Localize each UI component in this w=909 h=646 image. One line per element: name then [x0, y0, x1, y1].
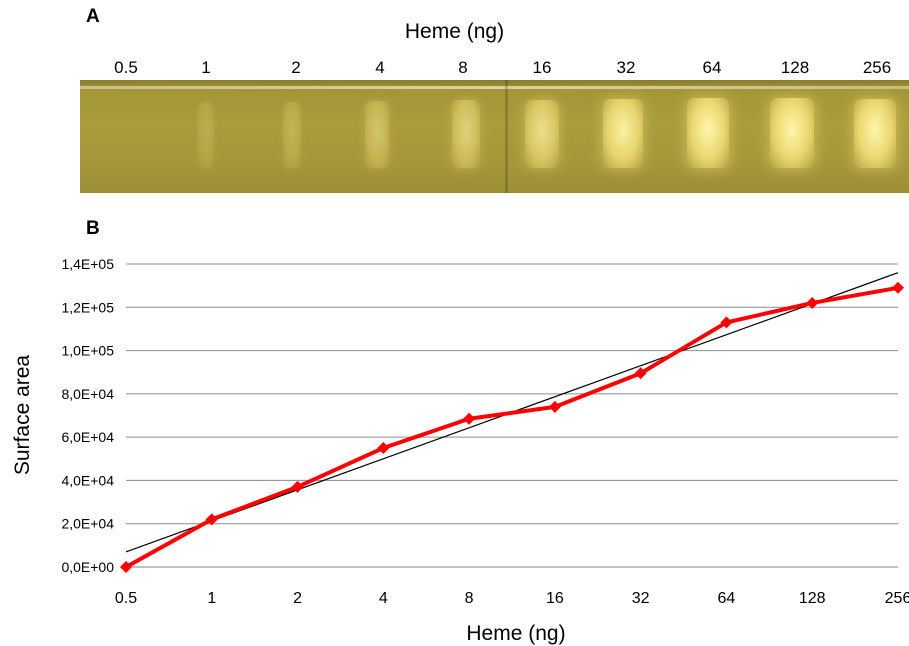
gel-lane-label: 2 [291, 58, 301, 77]
data-point [205, 513, 218, 526]
gel-band [770, 98, 814, 168]
panel-a-letter: A [86, 6, 100, 27]
data-point [806, 296, 819, 309]
x-tick-label: 1 [207, 590, 216, 607]
data-point [548, 400, 561, 413]
y-tick-labels: 0,0E+00 2,0E+04 4,0E+04 6,0E+04 8,0E+04 1,0E+… [61, 256, 114, 575]
y-tick-label: 0,0E+00 [61, 559, 114, 575]
data-point [463, 412, 476, 425]
gel-band [525, 99, 559, 168]
y-tick-label: 1,4E+05 [61, 256, 114, 272]
x-tick-label: 256 [885, 590, 909, 607]
data-point [634, 367, 647, 380]
x-tick-labels: 0.5 1 2 4 8 16 32 64 128 256 [115, 590, 909, 607]
gel-lane-label: 32 [616, 58, 636, 77]
x-axis-label: Heme (ng) [466, 622, 565, 645]
panel-b-letter: B [86, 218, 100, 239]
gel-band [603, 98, 643, 168]
gel-lane-label: 8 [458, 58, 468, 77]
y-tick-label: 1,0E+05 [61, 343, 114, 359]
data-point [377, 441, 390, 454]
gel-band [283, 101, 301, 168]
x-tick-label: 32 [632, 590, 650, 607]
x-tick-label: 0.5 [115, 590, 137, 607]
gel-title: Heme (ng) [404, 20, 505, 43]
x-tick-label: 8 [465, 590, 474, 607]
y-tick-label: 4,0E+04 [61, 472, 114, 488]
y-axis-label: Surface area [11, 355, 34, 476]
gel-image [80, 80, 909, 193]
gel-lane-label: 64 [702, 58, 722, 77]
gel-band [451, 100, 481, 168]
data-point [892, 281, 904, 294]
gel-band [686, 98, 730, 168]
y-tick-label: 8,0E+04 [61, 386, 114, 402]
gel-band [365, 100, 389, 168]
gel-lane-label: 16 [532, 58, 552, 77]
series-line [125, 285, 899, 569]
x-tick-label: 2 [293, 590, 302, 607]
x-tick-label: 4 [379, 590, 388, 607]
gel-lane-label: 1 [201, 58, 211, 77]
x-tick-label: 128 [799, 590, 826, 607]
y-tick-label: 6,0E+04 [61, 429, 114, 445]
gel-lane-label: 4 [375, 58, 385, 77]
y-tick-label: 2,0E+04 [61, 516, 114, 532]
y-tick-label: 1,2E+05 [61, 299, 114, 315]
gel-lane-label: 128 [780, 58, 810, 77]
gel-lane-label: 256 [862, 58, 892, 77]
gel-seam [505, 80, 508, 193]
data-point [120, 561, 132, 573]
data-point [720, 316, 733, 329]
gel-band [198, 101, 214, 168]
x-tick-label: 64 [718, 590, 736, 607]
x-tick-label: 16 [546, 590, 564, 607]
gel-top-edge [80, 86, 909, 89]
data-point [291, 480, 304, 493]
chart-gridlines [126, 263, 898, 568]
surface-area-chart: 0,0E+00 2,0E+04 4,0E+04 6,0E+04 8,0E+04 1,0E+… [11, 256, 909, 645]
chart-series [120, 281, 904, 573]
gel-band [854, 98, 896, 168]
gel-lane-label: 0.5 [114, 58, 138, 77]
